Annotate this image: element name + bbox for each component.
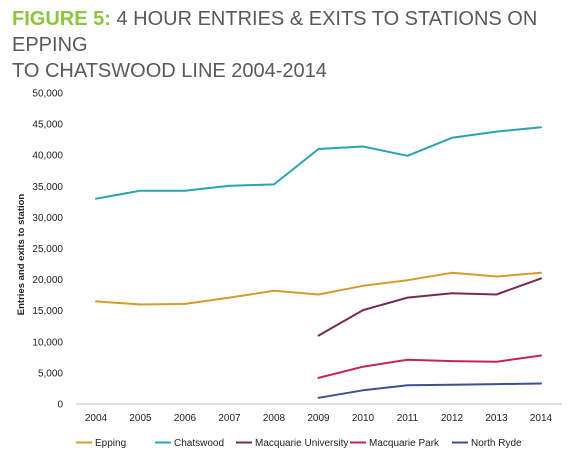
y-tick-label: 5,000 (38, 368, 63, 379)
y-tick-label: 40,000 (32, 151, 63, 162)
x-tick-label: 2012 (441, 413, 464, 424)
legend-label: Epping (95, 438, 126, 449)
legend-label: Chatswood (174, 438, 224, 449)
legend-label: Macquarie University (255, 438, 348, 449)
x-tick-label: 2007 (218, 413, 241, 424)
title-line-1: 4 HOUR ENTRIES & EXITS TO STATIONS ON EP… (12, 8, 538, 56)
title-line-2: TO CHATSWOOD LINE 2004-2014 (12, 60, 327, 82)
y-tick-label: 30,000 (32, 213, 63, 224)
legend-label: North Ryde (471, 438, 522, 449)
series-line-north-ryde (317, 382, 542, 399)
x-tick-label: 2011 (397, 413, 419, 424)
y-tick-label: 25,000 (32, 244, 63, 255)
x-tick-label: 2004 (85, 413, 108, 424)
series-line-macquarie-park (317, 354, 542, 379)
y-tick-label: 10,000 (32, 337, 63, 348)
series-line-epping (95, 271, 542, 306)
x-tick-label: 2010 (352, 413, 375, 424)
x-tick-label: 2008 (263, 413, 286, 424)
series-line-chatswood (95, 126, 542, 200)
chart-title: FIGURE 5: 4 HOUR ENTRIES & EXITS TO STAT… (12, 6, 572, 84)
y-tick-label: 20,000 (32, 275, 63, 286)
x-tick-label: 2005 (129, 413, 152, 424)
x-tick-label: 2013 (485, 413, 508, 424)
y-tick-label: 45,000 (32, 120, 63, 131)
y-tick-label: 35,000 (32, 182, 63, 193)
legend-label: Macquarie Park (369, 438, 440, 449)
y-tick-label: 15,000 (32, 306, 63, 317)
x-tick-label: 2014 (530, 413, 553, 424)
y-tick-label: 0 (57, 400, 63, 411)
x-tick-label: 2006 (174, 413, 197, 424)
y-axis-title: Entries and exits to station (16, 194, 27, 316)
y-tick-label: 50,000 (32, 89, 63, 100)
x-tick-label: 2009 (307, 413, 330, 424)
figure-label: FIGURE 5: (12, 8, 111, 30)
series-line-macquarie-university (317, 277, 542, 337)
